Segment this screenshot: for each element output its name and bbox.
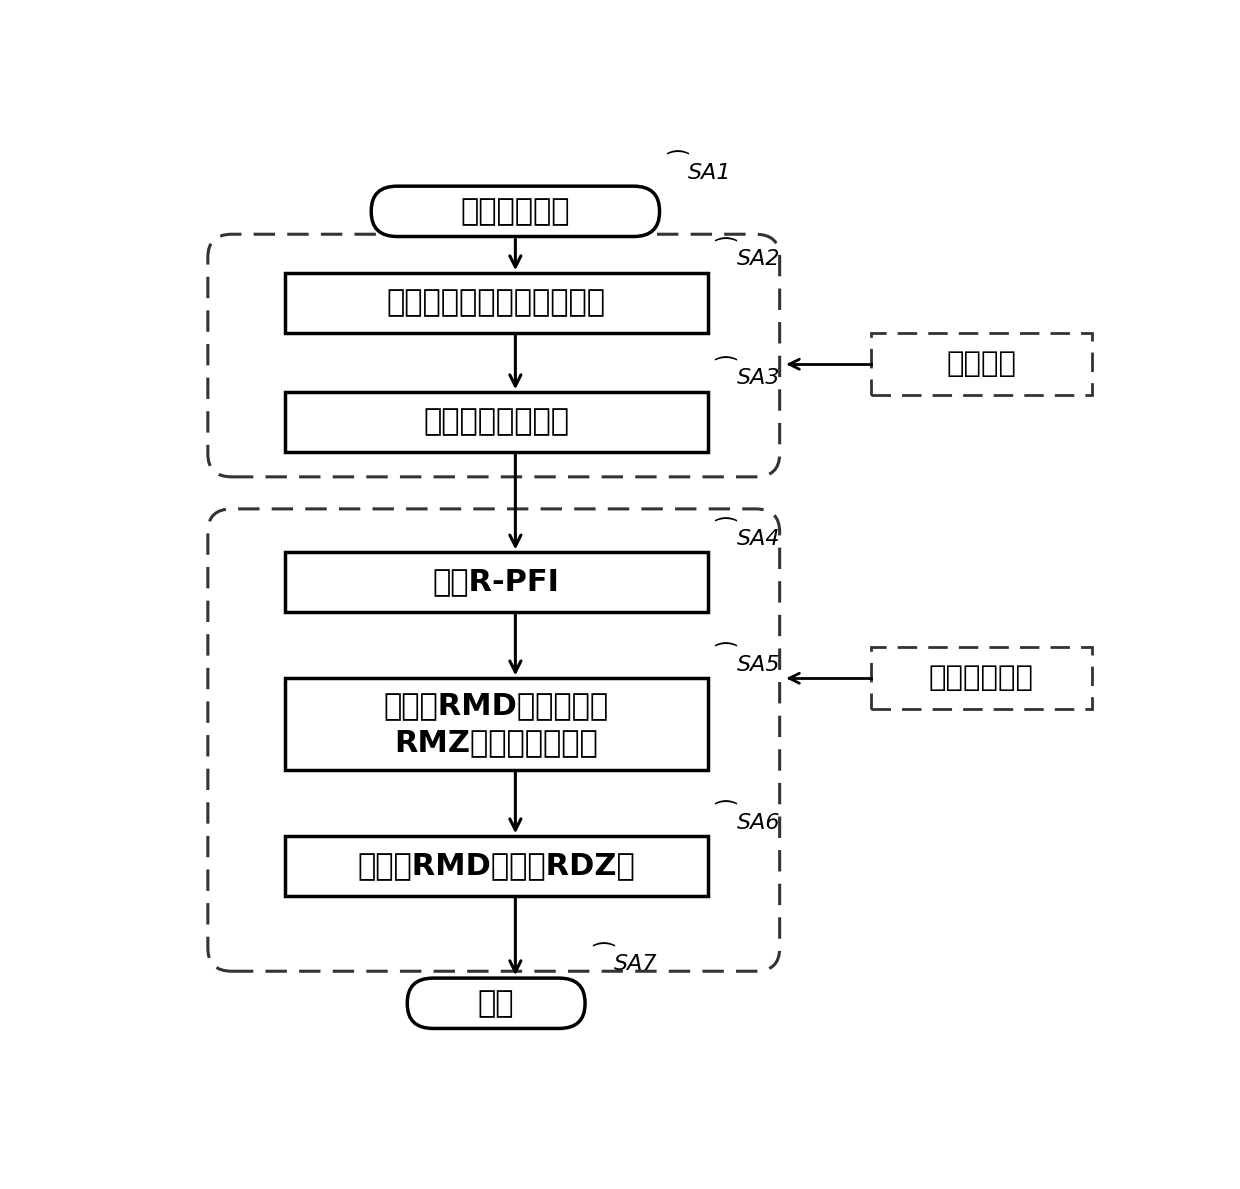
Text: SA3: SA3 <box>737 369 780 389</box>
Text: 数据导入区域: 数据导入区域 <box>929 665 1034 692</box>
Bar <box>285 392 708 452</box>
Bar <box>285 273 708 333</box>
Bar <box>870 647 1092 710</box>
Text: SA1: SA1 <box>688 163 732 182</box>
Text: 记录R-PFI: 记录R-PFI <box>433 567 559 597</box>
Text: 将最新RMD记录到RDZ中: 将最新RMD记录到RDZ中 <box>357 851 635 880</box>
Bar <box>285 678 708 769</box>
Bar <box>285 553 708 612</box>
Text: 边界关闭开始: 边界关闭开始 <box>460 197 570 226</box>
Bar <box>285 836 708 895</box>
Text: 结束: 结束 <box>477 989 515 1018</box>
Text: 对不连续区域进行填充处理: 对不连续区域进行填充处理 <box>387 289 605 317</box>
Text: SA4: SA4 <box>737 529 780 548</box>
Text: SA7: SA7 <box>614 955 657 975</box>
FancyBboxPatch shape <box>407 979 585 1028</box>
Text: ⁀: ⁀ <box>715 521 735 545</box>
Text: 将最新RMD记录在当前
RMZ的未记录区域中: 将最新RMD记录在当前 RMZ的未记录区域中 <box>383 691 609 757</box>
Text: ⁀: ⁀ <box>667 155 687 178</box>
Text: ⁀: ⁀ <box>715 647 735 671</box>
FancyBboxPatch shape <box>371 187 660 237</box>
Text: ⁀: ⁀ <box>715 241 735 266</box>
Bar <box>870 333 1092 396</box>
Text: ⁀: ⁀ <box>715 360 735 385</box>
Text: 数据区域: 数据区域 <box>946 351 1017 378</box>
Text: 记录边界导出区域: 记录边界导出区域 <box>423 408 569 436</box>
Text: SA2: SA2 <box>737 250 780 270</box>
Text: SA5: SA5 <box>737 655 780 674</box>
Text: ⁀: ⁀ <box>715 805 735 829</box>
Text: ⁀: ⁀ <box>593 946 613 970</box>
Text: SA6: SA6 <box>737 812 780 832</box>
